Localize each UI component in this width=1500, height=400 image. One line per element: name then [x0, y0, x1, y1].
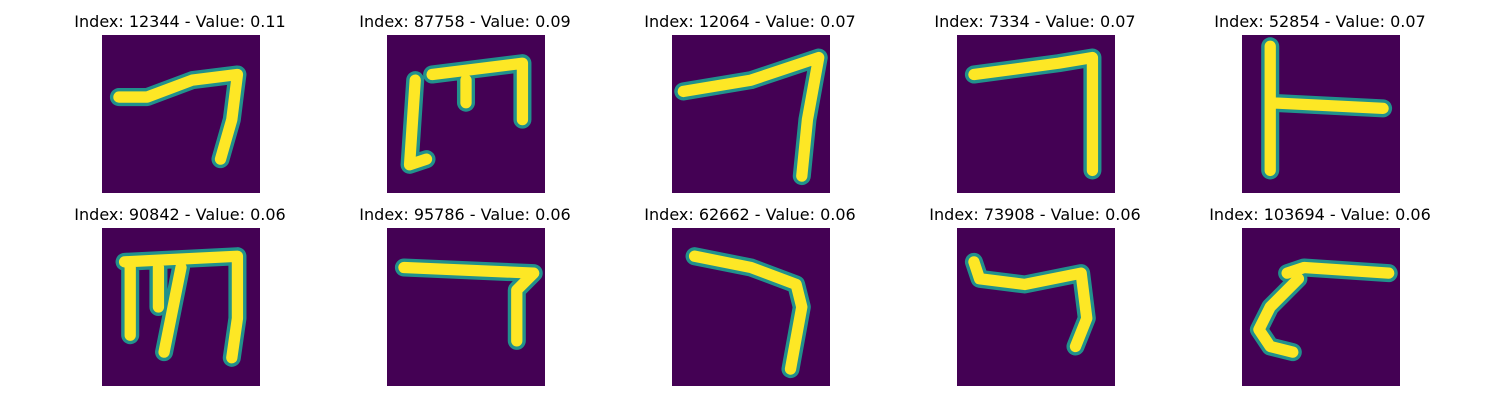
glyph-panel-5: Index: 52854 - Value: 0.07 — [1190, 12, 1450, 202]
glyph-image — [387, 35, 545, 193]
glyph-panel-7: Index: 95786 - Value: 0.06 — [335, 205, 595, 395]
panel-title: Index: 90842 - Value: 0.06 — [74, 205, 286, 224]
panel-title: Index: 73908 - Value: 0.06 — [929, 205, 1141, 224]
glyph-image — [1242, 35, 1400, 193]
glyph-image — [1242, 228, 1400, 386]
glyph-panel-1: Index: 12344 - Value: 0.11 — [50, 12, 310, 202]
glyph-panel-10: Index: 103694 - Value: 0.06 — [1190, 205, 1450, 395]
glyph-panel-6: Index: 90842 - Value: 0.06 — [50, 205, 310, 395]
glyph-panel-4: Index: 7334 - Value: 0.07 — [905, 12, 1165, 202]
glyph-image — [387, 228, 545, 386]
panel-title: Index: 103694 - Value: 0.06 — [1209, 205, 1431, 224]
panel-title: Index: 87758 - Value: 0.09 — [359, 12, 571, 31]
glyph-image — [672, 35, 830, 193]
glyph-image — [957, 228, 1115, 386]
glyph-image — [102, 228, 260, 386]
glyph-image — [102, 35, 260, 193]
panel-title: Index: 62662 - Value: 0.06 — [644, 205, 856, 224]
glyph-panel-3: Index: 12064 - Value: 0.07 — [620, 12, 880, 202]
glyph-panel-2: Index: 87758 - Value: 0.09 — [335, 12, 595, 202]
panel-title: Index: 12344 - Value: 0.11 — [74, 12, 286, 31]
glyph-image — [957, 35, 1115, 193]
panel-title: Index: 7334 - Value: 0.07 — [934, 12, 1136, 31]
glyph-panel-8: Index: 62662 - Value: 0.06 — [620, 205, 880, 395]
panel-title: Index: 52854 - Value: 0.07 — [1214, 12, 1426, 31]
panel-title: Index: 12064 - Value: 0.07 — [644, 12, 856, 31]
panel-title: Index: 95786 - Value: 0.06 — [359, 205, 571, 224]
glyph-image — [672, 228, 830, 386]
glyph-panel-9: Index: 73908 - Value: 0.06 — [905, 205, 1165, 395]
